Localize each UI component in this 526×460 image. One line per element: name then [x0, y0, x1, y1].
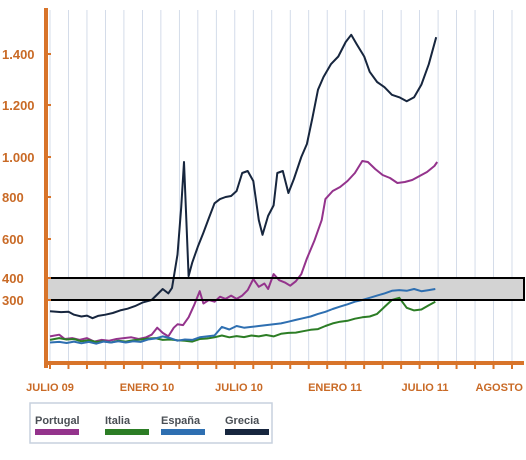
legend-label: Italia	[105, 415, 131, 427]
legend-swatch	[161, 429, 205, 435]
y-tick-label: 1.200	[2, 98, 35, 113]
x-tick-labels: JULIO 09 ENERO 10 JULIO 10 ENERO 11 JULIO 11…	[26, 382, 523, 394]
legend-label: España	[161, 415, 201, 427]
series-line-espana	[49, 288, 436, 345]
y-tick-label: 1.000	[2, 150, 35, 165]
y-tick-label: 1.400	[2, 47, 35, 62]
x-tick-label: JULIO 11	[401, 382, 448, 394]
series-line-portugal	[49, 160, 439, 343]
legend-box	[29, 402, 273, 444]
axis-layer	[44, 8, 524, 369]
y-tick-labels: 300 400 600 800 1.000 1.200 1.400	[2, 47, 35, 308]
legend-label: Grecia	[225, 415, 260, 427]
y-tick-label: 300	[2, 293, 24, 308]
legend-swatch	[35, 429, 79, 435]
x-tick-label: JULIO 10	[215, 382, 263, 394]
x-tick-label: JULIO 09	[26, 382, 74, 394]
y-tick-label: 400	[2, 271, 24, 286]
x-tick-label: ENERO 11	[308, 382, 362, 394]
y-tick-label: 800	[2, 190, 24, 205]
legend-swatch	[225, 429, 269, 435]
highlight-band	[47, 278, 524, 300]
series-line-grecia	[49, 33, 438, 320]
series-layer	[49, 33, 439, 345]
x-tick-label: AGOSTO	[476, 382, 524, 394]
highlight-band-layer	[47, 278, 524, 300]
x-tick-label: ENERO 10	[120, 382, 174, 394]
series-line-italia	[49, 296, 436, 344]
legend-label: Portugal	[35, 415, 80, 427]
legend-swatch	[105, 429, 149, 435]
legend: Portugal Italia España Grecia	[29, 402, 273, 444]
y-tick-label: 600	[2, 232, 24, 247]
